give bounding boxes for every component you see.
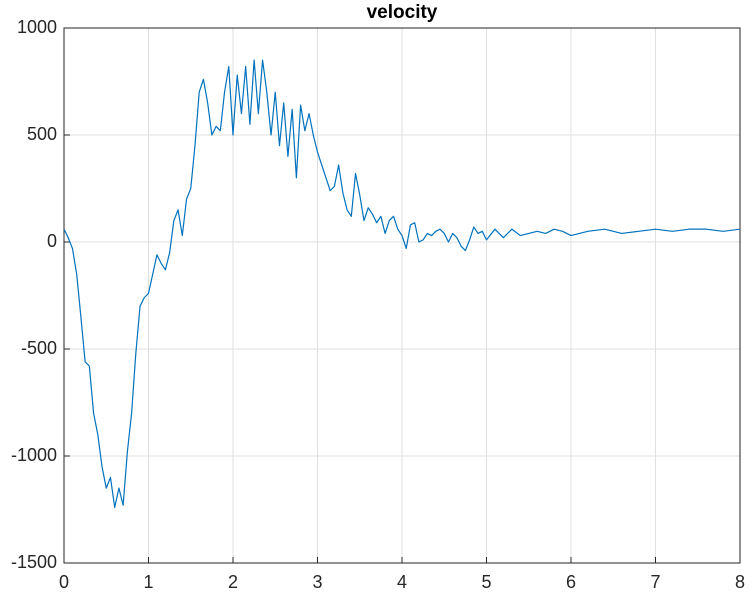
y-tick-label: 0 — [47, 231, 57, 251]
x-tick-label: 0 — [59, 572, 69, 592]
x-tick-label: 4 — [397, 572, 407, 592]
x-tick-label: 2 — [228, 572, 238, 592]
data-line — [63, 59, 741, 508]
y-tick-label: -1500 — [11, 552, 57, 572]
y-tick-label: -1000 — [11, 445, 57, 465]
x-tick-label: 1 — [143, 572, 153, 592]
y-tick-label: 500 — [27, 124, 57, 144]
chart-title: velocity — [367, 2, 438, 23]
x-tick-label: 3 — [312, 572, 322, 592]
y-tick-label: -500 — [21, 338, 57, 358]
x-tick-label: 5 — [481, 572, 491, 592]
plot-frame — [63, 27, 741, 564]
x-tick-label: 8 — [735, 572, 745, 592]
y-tick-label: 1000 — [17, 17, 57, 37]
x-tick-label: 7 — [650, 572, 660, 592]
x-tick-label: 6 — [566, 572, 576, 592]
